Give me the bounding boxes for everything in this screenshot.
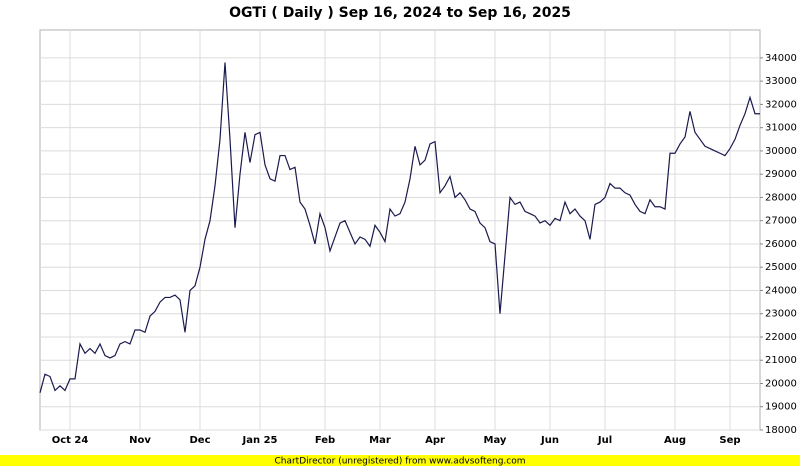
y-tick-label: 33000 bbox=[765, 76, 797, 87]
y-tick-label: 23000 bbox=[765, 309, 797, 320]
x-tick-label: Dec bbox=[189, 435, 210, 446]
y-tick-label: 18000 bbox=[765, 425, 797, 436]
y-tick-label: 25000 bbox=[765, 262, 797, 273]
x-tick-label: Jun bbox=[540, 435, 559, 446]
y-tick-label: 32000 bbox=[765, 99, 797, 110]
y-tick-label: 26000 bbox=[765, 239, 797, 250]
x-tick-label: May bbox=[484, 435, 507, 446]
footer: ChartDirector (unregistered) from www.ad… bbox=[274, 457, 525, 466]
x-tick-label: Mar bbox=[369, 435, 391, 446]
y-tick-label: 31000 bbox=[765, 123, 797, 134]
x-tick-label: Nov bbox=[129, 435, 151, 446]
y-tick-label: 34000 bbox=[765, 53, 797, 64]
grid bbox=[40, 30, 760, 431]
series-line bbox=[39, 62, 760, 393]
x-tick-label: Apr bbox=[425, 435, 445, 446]
y-tick-label: 28000 bbox=[765, 192, 797, 203]
y-tick-label: 29000 bbox=[765, 169, 797, 180]
y-tick-label: 20000 bbox=[765, 378, 797, 389]
x-tick-label: Jan 25 bbox=[242, 435, 278, 446]
y-tick-label: 30000 bbox=[765, 146, 797, 157]
x-tick-label: Aug bbox=[664, 435, 686, 446]
marks bbox=[39, 62, 760, 393]
plot-area bbox=[39, 29, 761, 431]
y-tick-label: 24000 bbox=[765, 285, 797, 296]
y-tick-label: 21000 bbox=[765, 355, 797, 366]
x-tick-label: Oct 24 bbox=[52, 435, 89, 446]
y-tick-label: 27000 bbox=[765, 216, 797, 227]
chart-title: OGTi ( Daily ) Sep 16, 2024 to Sep 16, 2… bbox=[229, 5, 571, 21]
y-tick-label: 22000 bbox=[765, 332, 797, 343]
x-tick-label: Sep bbox=[719, 435, 740, 446]
x-tick-label: Feb bbox=[315, 435, 335, 446]
x-tick-label: Jul bbox=[597, 435, 612, 446]
footer-bar bbox=[0, 455, 800, 466]
y-tick-label: 19000 bbox=[765, 402, 797, 413]
